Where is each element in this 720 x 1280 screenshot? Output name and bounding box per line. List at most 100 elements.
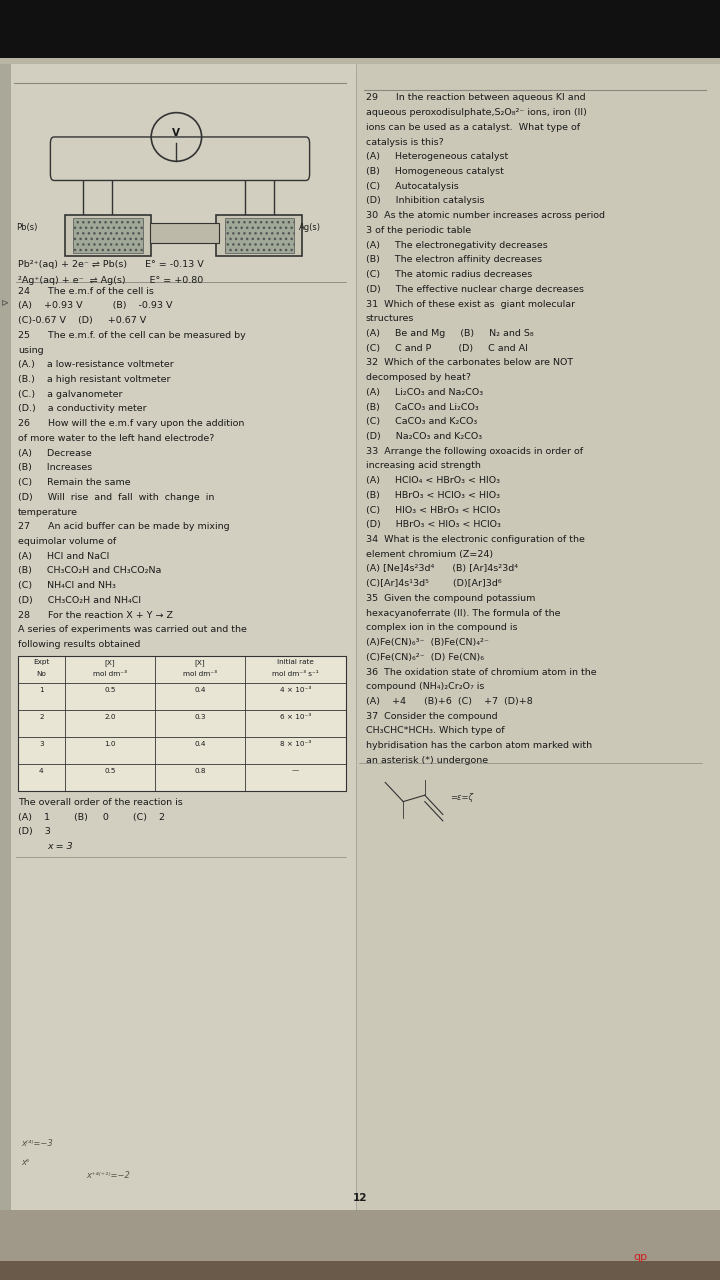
Bar — [0, 1210, 720, 1280]
Text: A series of experiments was carried out and the: A series of experiments was carried out … — [18, 625, 247, 635]
Text: (C)     C and P         (D)     C and Al: (C) C and P (D) C and Al — [366, 343, 528, 353]
Text: (C)     The atomic radius decreases: (C) The atomic radius decreases — [366, 270, 532, 279]
Text: (D)    3: (D) 3 — [18, 827, 51, 836]
Text: 28      For the reaction X + Y → Z: 28 For the reaction X + Y → Z — [18, 611, 173, 620]
Bar — [216, 215, 302, 256]
Text: (A)    +0.93 V          (B)    -0.93 V: (A) +0.93 V (B) -0.93 V — [18, 301, 173, 311]
Text: hexacyanoferrate (II). The formula of the: hexacyanoferrate (II). The formula of th… — [366, 608, 560, 618]
Text: Pb²⁺(aq) + 2e⁻ ⇌ Pb(s)      E° = -0.13 V: Pb²⁺(aq) + 2e⁻ ⇌ Pb(s) E° = -0.13 V — [18, 260, 204, 269]
Text: Expt: Expt — [33, 659, 50, 664]
Bar — [0, 64, 11, 1210]
Text: (A) [Ne]4s²3d⁴      (B) [Ar]4s²3d⁴: (A) [Ne]4s²3d⁴ (B) [Ar]4s²3d⁴ — [366, 564, 518, 573]
Text: 12: 12 — [353, 1193, 367, 1203]
Text: structures: structures — [366, 314, 414, 324]
Text: No: No — [37, 671, 46, 677]
Text: (B)     Increases: (B) Increases — [18, 463, 92, 472]
Text: (C)     CaCO₃ and K₂CO₃: (C) CaCO₃ and K₂CO₃ — [366, 417, 477, 426]
Text: (A)     Decrease: (A) Decrease — [18, 448, 91, 458]
Bar — [0, 64, 356, 1210]
Text: (C)     Remain the same: (C) Remain the same — [18, 477, 130, 488]
Text: (D)     Will  rise  and  fall  with  change  in: (D) Will rise and fall with change in — [18, 493, 215, 502]
Text: (D)     CH₃CO₂H and NH₄Cl: (D) CH₃CO₂H and NH₄Cl — [18, 595, 141, 605]
Text: decomposed by heat?: decomposed by heat? — [366, 372, 471, 383]
Text: (C)     NH₄Cl and NH₃: (C) NH₄Cl and NH₃ — [18, 581, 116, 590]
Text: The overall order of the reaction is: The overall order of the reaction is — [18, 797, 183, 806]
Text: mol dm⁻³: mol dm⁻³ — [183, 671, 217, 677]
Bar — [225, 218, 294, 253]
Text: (B.)    a high resistant voltmeter: (B.) a high resistant voltmeter — [18, 375, 171, 384]
Bar — [0, 1261, 720, 1280]
Text: following results obtained: following results obtained — [18, 640, 140, 649]
Text: =ε=ζ: =ε=ζ — [450, 792, 473, 801]
Text: compound (NH₄)₂Cr₂O₇ is: compound (NH₄)₂Cr₂O₇ is — [366, 682, 484, 691]
Text: 2.0: 2.0 — [104, 714, 115, 719]
Text: 0.4: 0.4 — [194, 741, 205, 746]
Text: (D)     Na₂CO₃ and K₂CO₃: (D) Na₂CO₃ and K₂CO₃ — [366, 431, 482, 442]
Text: (A)     Heterogeneous catalyst: (A) Heterogeneous catalyst — [366, 152, 508, 161]
Text: (A.)    a low-resistance voltmeter: (A.) a low-resistance voltmeter — [18, 360, 174, 370]
Text: (B)     The electron affinity decreases: (B) The electron affinity decreases — [366, 255, 542, 265]
Text: V: V — [172, 128, 181, 138]
Text: aqueous peroxodisulphate,S₂O₈²⁻ ions, iron (II): aqueous peroxodisulphate,S₂O₈²⁻ ions, ir… — [366, 108, 587, 118]
Text: using: using — [18, 346, 44, 355]
Text: 32  Which of the carbonates below are NOT: 32 Which of the carbonates below are NOT — [366, 358, 573, 367]
Text: equimolar volume of: equimolar volume of — [18, 536, 116, 547]
Text: ⊳: ⊳ — [1, 297, 9, 307]
Text: 0.5: 0.5 — [104, 768, 115, 773]
Text: 0.5: 0.5 — [104, 687, 115, 692]
Bar — [18, 657, 346, 791]
Text: x⁽⁴⁾=−3: x⁽⁴⁾=−3 — [22, 1139, 53, 1148]
Text: (D.)    a conductivity meter: (D.) a conductivity meter — [18, 404, 147, 413]
Bar — [73, 218, 143, 253]
Text: (A)     Li₂CO₃ and Na₂CO₃: (A) Li₂CO₃ and Na₂CO₃ — [366, 388, 483, 397]
Text: an asterisk (*) undergone: an asterisk (*) undergone — [366, 755, 488, 765]
Bar — [65, 215, 151, 256]
Text: 37  Consider the compound: 37 Consider the compound — [366, 712, 498, 721]
Text: (C)Fe(CN)₆²⁻  (D) Fe(CN)₆: (C)Fe(CN)₆²⁻ (D) Fe(CN)₆ — [366, 653, 484, 662]
Text: catalysis is this?: catalysis is this? — [366, 137, 444, 147]
Text: (B)     CaCO₃ and Li₂CO₃: (B) CaCO₃ and Li₂CO₃ — [366, 402, 479, 412]
Text: (A)     HClO₄ < HBrO₃ < HIO₃: (A) HClO₄ < HBrO₃ < HIO₃ — [366, 476, 500, 485]
Text: (C)[Ar]4s¹3d⁵        (D)[Ar]3d⁶: (C)[Ar]4s¹3d⁵ (D)[Ar]3d⁶ — [366, 579, 501, 589]
Text: (A)Fe(CN)₆³⁻  (B)Fe(CN)₄²⁻: (A)Fe(CN)₆³⁻ (B)Fe(CN)₄²⁻ — [366, 637, 489, 648]
Text: ions can be used as a catalyst.  What type of: ions can be used as a catalyst. What typ… — [366, 123, 580, 132]
Text: Initial rate: Initial rate — [276, 659, 314, 664]
Text: 1.0: 1.0 — [104, 741, 115, 746]
Text: Ag⁺: Ag⁺ — [246, 230, 258, 237]
Text: ²Ag⁺(aq) + e⁻  ⇌ Ag(s)        E° = +0.80: ²Ag⁺(aq) + e⁻ ⇌ Ag(s) E° = +0.80 — [18, 276, 203, 285]
Text: 33  Arrange the following oxoacids in order of: 33 Arrange the following oxoacids in ord… — [366, 447, 583, 456]
Text: qp: qp — [634, 1252, 648, 1262]
Text: hybridisation has the carbon atom marked with: hybridisation has the carbon atom marked… — [366, 741, 592, 750]
Text: —: — — [292, 768, 299, 773]
Text: 26      How will the e.m.f vary upon the addition: 26 How will the e.m.f vary upon the addi… — [18, 419, 244, 429]
Text: (B)     HBrO₃ < HClO₃ < HIO₃: (B) HBrO₃ < HClO₃ < HIO₃ — [366, 490, 500, 500]
Text: mol dm⁻³ s⁻¹: mol dm⁻³ s⁻¹ — [272, 671, 318, 677]
Text: element chromium (Z=24): element chromium (Z=24) — [366, 549, 493, 559]
Text: (D)     The effective nuclear charge decreases: (D) The effective nuclear charge decreas… — [366, 284, 584, 294]
Text: 24      The e.m.f of the cell is: 24 The e.m.f of the cell is — [18, 287, 154, 296]
Bar — [356, 64, 720, 1222]
Text: [X]: [X] — [194, 659, 205, 666]
Text: 27      An acid buffer can be made by mixing: 27 An acid buffer can be made by mixing — [18, 522, 230, 531]
Text: (C.)    a galvanometer: (C.) a galvanometer — [18, 389, 122, 399]
Text: 4 × 10⁻³: 4 × 10⁻³ — [279, 687, 311, 692]
Text: of more water to the left hand electrode?: of more water to the left hand electrode… — [18, 434, 215, 443]
Text: 2: 2 — [39, 714, 44, 719]
Text: 3 of the periodic table: 3 of the periodic table — [366, 225, 471, 236]
Text: 36  The oxidation state of chromium atom in the: 36 The oxidation state of chromium atom … — [366, 667, 596, 677]
Text: (B)     CH₃CO₂H and CH₃CO₂Na: (B) CH₃CO₂H and CH₃CO₂Na — [18, 566, 161, 576]
Text: (C)-0.67 V    (D)     +0.67 V: (C)-0.67 V (D) +0.67 V — [18, 316, 146, 325]
Text: 0.8: 0.8 — [194, 768, 205, 773]
Text: 6 × 10⁻³: 6 × 10⁻³ — [279, 714, 311, 719]
Text: Ag(s): Ag(s) — [299, 223, 321, 232]
Text: (B)     Homogeneous catalyst: (B) Homogeneous catalyst — [366, 166, 503, 177]
Text: increasing acid strength: increasing acid strength — [366, 461, 481, 471]
Bar — [0, 0, 720, 58]
Text: (C)     Autocatalysis: (C) Autocatalysis — [366, 182, 459, 191]
Text: (A)    1        (B)     0        (C)    2: (A) 1 (B) 0 (C) 2 — [18, 813, 165, 822]
Text: (A)     Be and Mg     (B)     N₂ and S₈: (A) Be and Mg (B) N₂ and S₈ — [366, 329, 534, 338]
Text: (C)     HIO₃ < HBrO₃ < HClO₃: (C) HIO₃ < HBrO₃ < HClO₃ — [366, 506, 500, 515]
Text: 1: 1 — [39, 687, 44, 692]
Bar — [150, 223, 219, 243]
Text: Pb²⁺: Pb²⁺ — [89, 230, 105, 237]
